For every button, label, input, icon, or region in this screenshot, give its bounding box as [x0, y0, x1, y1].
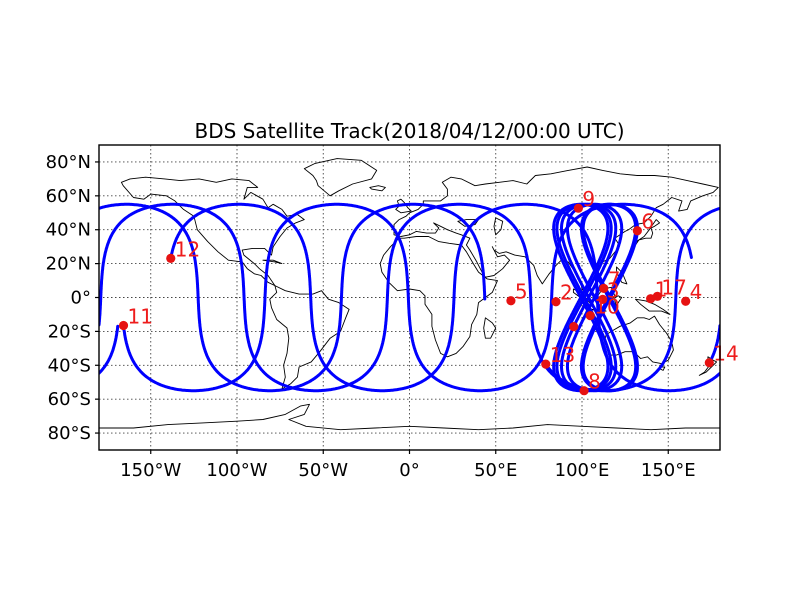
satellite-track-13	[544, 207, 720, 393]
y-tick-label: 80°N	[46, 152, 91, 173]
satellite-label-2: 2	[560, 281, 573, 305]
satellite-label-13: 13	[550, 343, 575, 367]
satellite-track-x	[560, 202, 618, 393]
satellite-marker-13	[541, 359, 551, 369]
y-tick-label: 20°N	[46, 254, 91, 275]
x-tick-label: 150°W	[120, 460, 181, 481]
coastline-cuba	[262, 259, 283, 265]
y-tick-label: 60°N	[46, 186, 91, 207]
satellite-marker-5	[506, 296, 516, 306]
satellite-marker-7	[599, 283, 609, 293]
satellite-marker-9	[573, 203, 583, 213]
satellite-marker-8	[579, 386, 589, 396]
satellite-marker-14	[704, 358, 714, 368]
coastline-madagascar	[483, 317, 497, 339]
coastline-greenland	[303, 158, 378, 197]
satellite-marker-12	[166, 253, 176, 263]
coastline-black-sea	[457, 219, 479, 227]
y-tick-label: 80°S	[48, 423, 91, 444]
satellite-marker-4	[681, 296, 691, 306]
satellite-track-14	[707, 324, 720, 365]
satellite-label-5: 5	[515, 280, 528, 304]
satellite-track-10	[552, 202, 610, 393]
coastline-sulawesi	[614, 295, 623, 307]
satellite-marker-17	[652, 291, 662, 301]
satellite-label-7: 7	[608, 267, 621, 291]
x-tick-label: 100°W	[206, 460, 267, 481]
x-tick-label: 50°W	[298, 460, 348, 481]
satellite-label-3: 3	[607, 278, 620, 302]
y-tick-label: 0°	[71, 288, 91, 309]
coastline-caspian-sea	[493, 217, 504, 236]
coastline-antarctica	[99, 403, 720, 431]
coastline-japan	[633, 219, 661, 246]
satellite-marker-unlabeled	[569, 322, 579, 332]
coastline-iceland	[369, 185, 386, 192]
satellite-track-11	[122, 202, 693, 393]
satellite-label-4: 4	[690, 280, 703, 304]
satellite-label-11: 11	[127, 304, 152, 328]
satellite-label-9: 9	[582, 187, 595, 211]
satellite-marker-11	[118, 320, 129, 331]
coastline-australia	[603, 315, 674, 365]
satellite-track-14	[99, 202, 586, 393]
chart-title: BDS Satellite Track(2018/04/12/00:00 UTC…	[194, 119, 625, 143]
satellite-marker-6	[632, 226, 642, 236]
satellite-label-8: 8	[588, 370, 601, 394]
satellite-label-10: 10	[594, 295, 619, 319]
y-tick-label: 20°S	[48, 321, 91, 342]
satellite-label-12: 12	[175, 237, 200, 261]
x-tick-label: 150°E	[641, 460, 696, 481]
satellite-label-14: 14	[713, 342, 738, 366]
satellite-track-12	[169, 202, 720, 393]
coastline-britain	[395, 198, 412, 214]
map-layer	[99, 145, 720, 450]
x-tick-label: 50°E	[474, 460, 517, 481]
satellite-label-6: 6	[641, 210, 654, 234]
satellite-marker-10	[585, 311, 595, 321]
satellite-track-13	[99, 202, 487, 393]
x-tick-label: 100°E	[555, 460, 610, 481]
satellite-track-7	[579, 202, 638, 393]
satellite-marker-3	[598, 294, 608, 304]
x-tick-label: 0°	[399, 460, 419, 481]
satellite-track-12	[99, 324, 120, 375]
satellite-marker-2	[551, 297, 561, 307]
y-tick-label: 40°S	[48, 355, 91, 376]
coastline-south-america	[269, 285, 350, 390]
coastline-north-america	[120, 176, 305, 287]
plot-border	[98, 144, 721, 451]
y-tick-label: 40°N	[46, 220, 91, 241]
satellite-label-17: 17	[661, 275, 686, 299]
y-tick-label: 60°S	[48, 389, 91, 410]
